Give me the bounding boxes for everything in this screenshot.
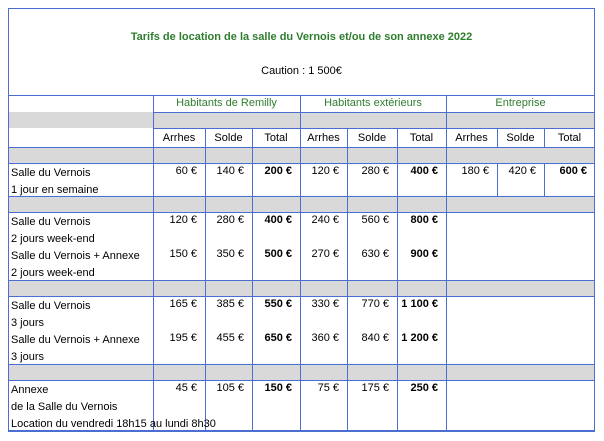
row-label: Salle du Vernois + Annexe <box>11 250 140 262</box>
table-title: Tarifs de location de la salle du Vernoi… <box>130 31 473 43</box>
grid-line-h <box>8 196 595 197</box>
price-cell: 1 200 € <box>401 332 438 344</box>
price-cell: 900 € <box>410 248 438 260</box>
price-cell: 175 € <box>361 382 389 394</box>
separator-band <box>9 147 594 163</box>
row-label: 1 jour en semaine <box>11 184 99 196</box>
group-header: Habitants de Remilly <box>176 97 277 109</box>
grid-line-h <box>8 212 595 213</box>
tarifs-table: Tarifs de location de la salle du Vernoi… <box>8 8 595 431</box>
separator-band <box>9 196 594 212</box>
grid-line-h <box>8 163 595 164</box>
grid-line-v <box>446 95 447 431</box>
column-header: Arrhes <box>162 132 196 144</box>
price-cell: 45 € <box>175 382 197 394</box>
grid-line-h <box>153 112 595 113</box>
row-label: 2 jours week-end <box>11 267 95 279</box>
column-header: Total <box>264 132 288 144</box>
separator-band <box>9 280 594 296</box>
column-header: Solde <box>357 132 387 144</box>
price-cell: 195 € <box>169 332 197 344</box>
separator-band <box>9 112 594 128</box>
group-header: Entreprise <box>495 97 546 109</box>
price-cell: 630 € <box>361 248 389 260</box>
column-header: Solde <box>214 132 243 144</box>
grid-line-h <box>8 95 595 96</box>
price-cell: 400 € <box>410 165 438 177</box>
price-cell: 250 € <box>410 382 438 394</box>
grid-line-v <box>497 163 498 196</box>
price-cell: 400 € <box>264 214 292 226</box>
grid-line-h <box>153 128 595 129</box>
grid-line-v <box>300 95 301 431</box>
group-header: Habitants extérieurs <box>324 97 422 109</box>
grid-line-h <box>8 431 595 432</box>
price-cell: 280 € <box>361 165 389 177</box>
grid-line-v <box>397 128 398 431</box>
row-label: de la Salle du Vernois <box>11 401 118 413</box>
row-label: 3 jours <box>11 317 45 329</box>
price-cell: 840 € <box>361 332 389 344</box>
price-cell: 240 € <box>311 214 339 226</box>
price-cell: 140 € <box>216 165 244 177</box>
grid-line-h <box>8 364 595 365</box>
row-label: Location du vendredi 18h15 au lundi 8h30 <box>11 418 216 430</box>
grid-line-v <box>544 163 545 196</box>
price-cell: 165 € <box>169 298 197 310</box>
column-header: Arrhes <box>455 132 488 144</box>
price-cell: 550 € <box>264 298 292 310</box>
grid-line-v <box>205 128 206 431</box>
grid-line-v <box>252 128 253 431</box>
column-header: Arrhes <box>307 132 340 144</box>
price-cell: 650 € <box>264 332 292 344</box>
caution-text: Caution : 1 500€ <box>261 65 342 77</box>
column-header: Total <box>557 132 582 144</box>
grid-line-v <box>497 128 498 147</box>
price-cell: 180 € <box>461 165 489 177</box>
price-cell: 105 € <box>216 382 244 394</box>
price-cell: 360 € <box>311 332 339 344</box>
row-label: Salle du Vernois <box>11 216 91 228</box>
price-cell: 200 € <box>264 165 292 177</box>
price-cell: 350 € <box>216 248 244 260</box>
price-cell: 600 € <box>559 165 587 177</box>
price-cell: 770 € <box>361 298 389 310</box>
separator-band <box>9 364 594 380</box>
row-label: 2 jours week-end <box>11 233 95 245</box>
grid-line-h <box>8 147 595 148</box>
row-label: Salle du Vernois <box>11 300 91 312</box>
row-label: Salle du Vernois <box>11 167 91 179</box>
price-cell: 385 € <box>216 298 244 310</box>
price-cell: 420 € <box>508 165 536 177</box>
column-header: Total <box>409 132 434 144</box>
row-label: Annexe <box>11 384 49 396</box>
grid-line-h <box>8 296 595 297</box>
price-cell: 1 100 € <box>401 298 438 310</box>
grid-line-v <box>153 95 154 431</box>
price-cell: 120 € <box>311 165 339 177</box>
price-cell: 560 € <box>361 214 389 226</box>
grid-line-h <box>8 380 595 381</box>
price-cell: 60 € <box>175 165 197 177</box>
price-cell: 150 € <box>169 248 197 260</box>
price-cell: 800 € <box>410 214 438 226</box>
column-header: Solde <box>506 132 535 144</box>
price-cell: 270 € <box>311 248 339 260</box>
price-cell: 455 € <box>216 332 244 344</box>
price-cell: 75 € <box>317 382 339 394</box>
grid-line-v <box>544 128 545 147</box>
price-cell: 500 € <box>264 248 292 260</box>
grid-line-h <box>8 280 595 281</box>
row-label: Salle du Vernois + Annexe <box>11 334 140 346</box>
price-cell: 330 € <box>311 298 339 310</box>
row-label: 3 jours <box>11 351 45 363</box>
price-cell: 120 € <box>169 214 197 226</box>
price-cell: 150 € <box>264 382 292 394</box>
grid-line-v <box>347 128 348 431</box>
price-cell: 280 € <box>216 214 244 226</box>
